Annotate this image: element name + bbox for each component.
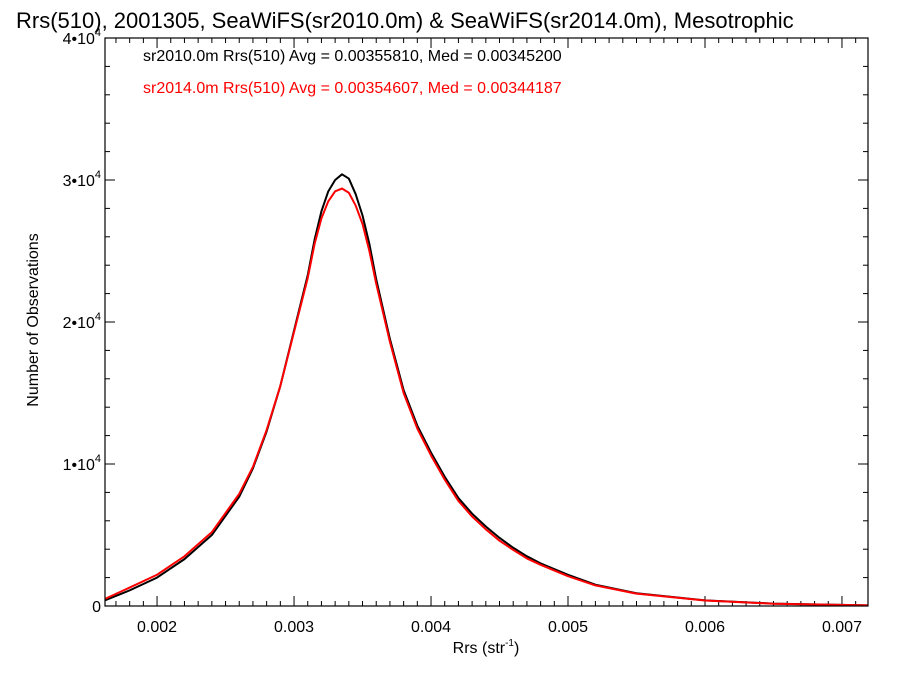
stats-annotations: sr2010.0m Rrs(510) Avg = 0.00355810, Med… [143, 48, 562, 97]
x-axis-label-end: ) [514, 640, 519, 657]
y-tick-label: 0 [92, 599, 101, 616]
x-axis-label: Rrs (str-1) [453, 638, 520, 657]
axis-ticks [105, 37, 868, 607]
x-tick-label: 0.002 [137, 619, 177, 636]
annotation-series-1: sr2010.0m Rrs(510) Avg = 0.00355810, Med… [143, 48, 562, 65]
x-tick-labels: 0.002 0.003 0.004 0.005 0.006 0.007 [137, 619, 862, 636]
plot-frame [104, 37, 869, 607]
x-tick-label: 0.003 [274, 619, 314, 636]
x-tick-label: 0.007 [822, 619, 862, 636]
y-tick-label: 4•104 [63, 27, 101, 48]
y-tick-label: 2•104 [63, 311, 101, 332]
x-tick-label: 0.005 [548, 619, 588, 636]
y-axis-label: Number of Observations [25, 233, 42, 406]
y-tick-label: 1•104 [63, 453, 101, 474]
y-tick-label: 3•104 [63, 169, 101, 190]
y-tick-labels: 0 1•104 2•104 3•104 4•104 [63, 27, 102, 616]
x-axis-label-main: Rrs (str [453, 640, 506, 657]
series-lines [104, 173, 869, 607]
series-line-1 [104, 173, 869, 607]
x-tick-label: 0.004 [411, 619, 451, 636]
x-axis-label-superscript: -1 [505, 638, 514, 649]
x-tick-label: 0.006 [685, 619, 725, 636]
annotation-series-2: sr2014.0m Rrs(510) Avg = 0.00354607, Med… [143, 80, 562, 97]
series-line-2 [104, 187, 869, 607]
chart-title: Rrs(510), 2001305, SeaWiFS(sr2010.0m) & … [16, 8, 794, 33]
